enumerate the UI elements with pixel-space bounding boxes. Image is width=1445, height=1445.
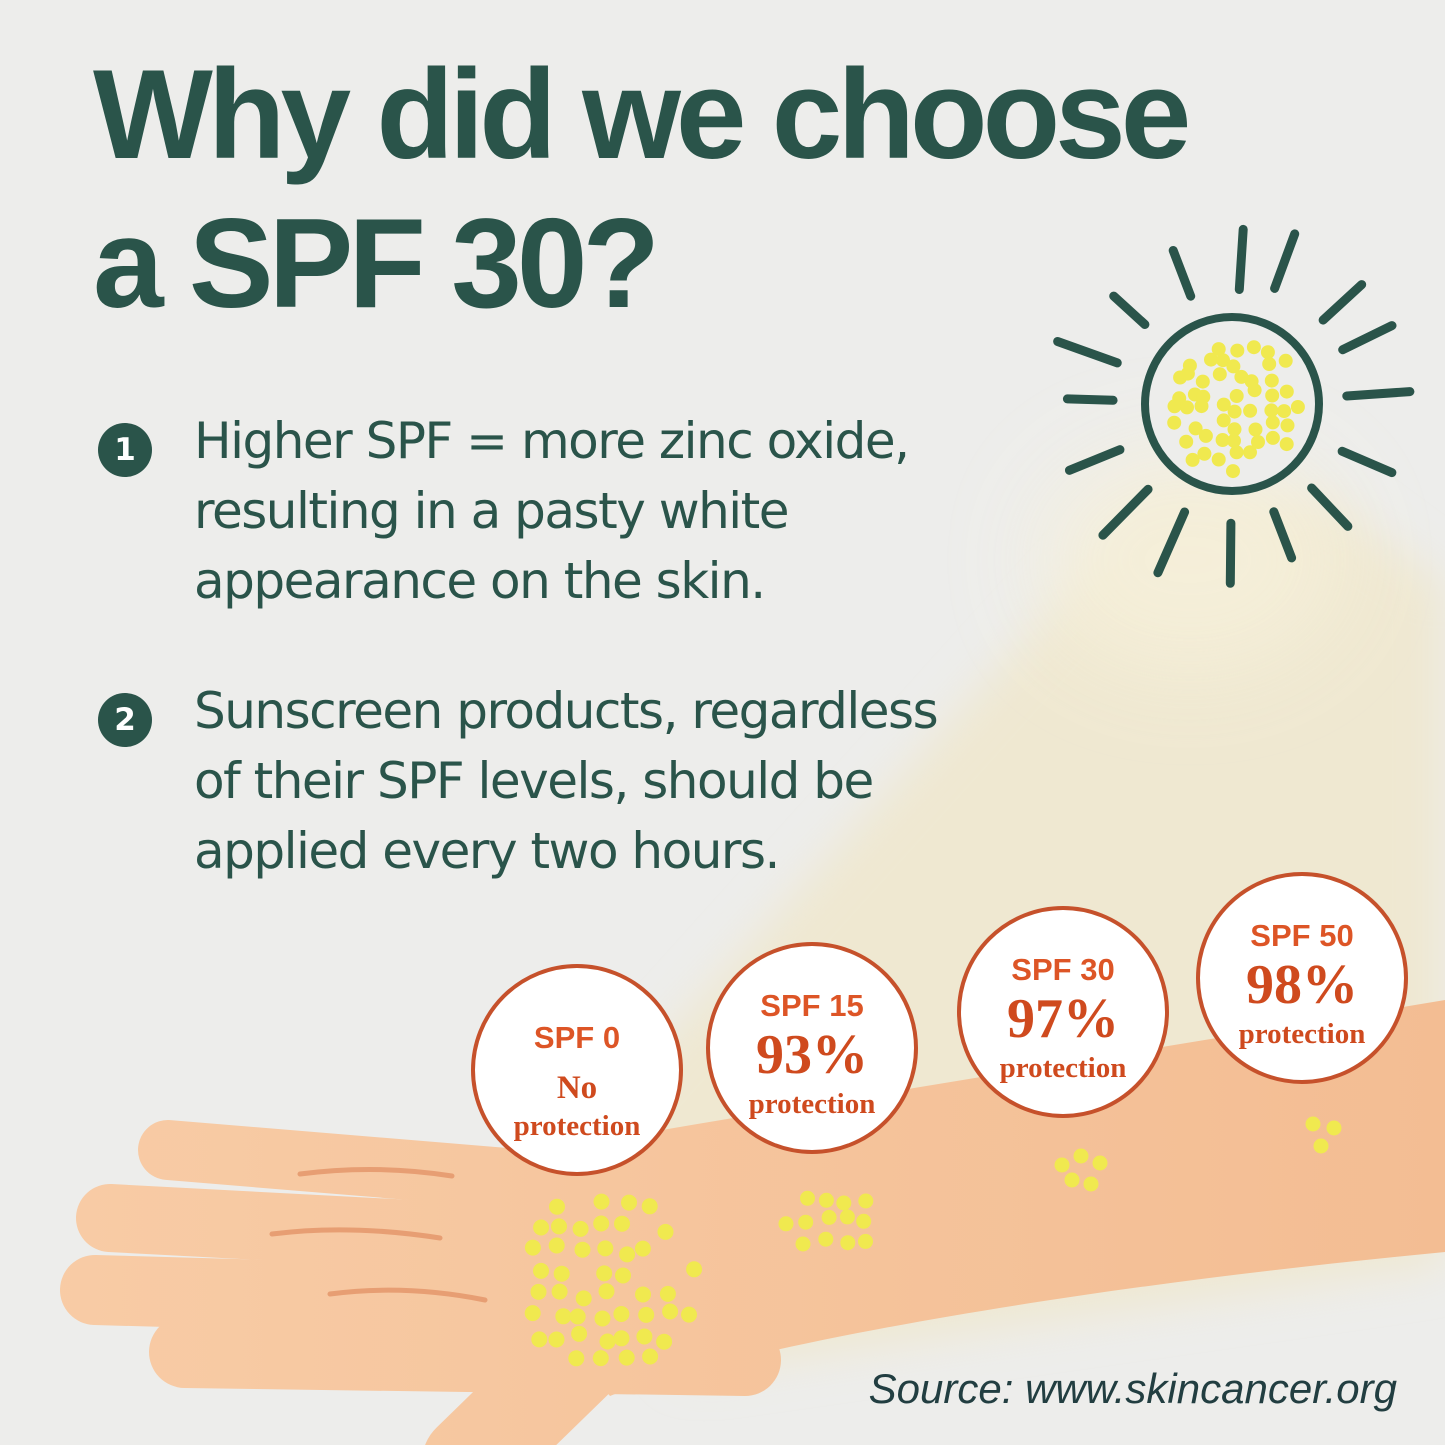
source-text: Source: www.skincancer.org — [868, 1365, 1397, 1412]
spf-0-label: SPF 0 — [533, 1020, 621, 1055]
spf-circle-50: SPF 50 98% protection — [1196, 872, 1408, 1084]
spf-0-caption: protection — [513, 1110, 641, 1142]
spf-circle-30: SPF 30 97% protection — [957, 906, 1169, 1118]
spf-50-label: SPF 50 — [1250, 918, 1354, 953]
spf-circle-0: SPF 0 No protection — [471, 964, 683, 1176]
spf-0-value: No — [556, 1070, 598, 1106]
spf-50-caption: protection — [1238, 1018, 1366, 1050]
spf-15-caption: protection — [748, 1088, 876, 1120]
page-title: Why did we choose a SPF 30? — [93, 40, 1191, 337]
spf-circle-15: SPF 15 93% protection — [706, 942, 918, 1154]
point-2-line-2: of their SPF levels, should be — [194, 752, 874, 810]
point-1-line-2: resulting in a pasty white — [194, 482, 790, 540]
sun-zinc-dots — [1167, 340, 1305, 479]
spf-15-value: 93% — [756, 1024, 868, 1086]
point-1-text: Higher SPF = more zinc oxide, resulting … — [194, 406, 910, 616]
point-1: 1 Higher SPF = more zinc oxide, resultin… — [98, 406, 910, 616]
sun-glow — [1040, 450, 1340, 670]
point-1-number-badge: 1 — [98, 423, 152, 477]
point-2-line-1: Sunscreen products, regardless — [194, 682, 939, 740]
finger-creases — [269, 1166, 488, 1303]
zinc-oxide-dots — [524, 1116, 1342, 1367]
thumb — [425, 1302, 633, 1445]
spf-30-value: 97% — [1007, 988, 1119, 1050]
point-2-text: Sunscreen products, regardless of their … — [194, 676, 939, 886]
spf-30-caption: protection — [999, 1052, 1127, 1084]
point-2-number-badge: 2 — [98, 693, 152, 747]
title-line-1: Why did we choose — [93, 43, 1191, 185]
point-1-line-1: Higher SPF = more zinc oxide, — [194, 412, 910, 470]
title-line-2: a SPF 30? — [93, 191, 660, 334]
spf-15-label: SPF 15 — [760, 988, 864, 1023]
point-1-line-3: appearance on the skin. — [194, 552, 766, 610]
sun-icon — [1053, 224, 1415, 588]
finger-4 — [149, 1316, 781, 1396]
sun-rays — [1053, 224, 1415, 588]
finger-3 — [60, 1255, 765, 1343]
spf-50-value: 98% — [1246, 954, 1358, 1016]
spf-30-label: SPF 30 — [1011, 952, 1115, 987]
point-2: 2 Sunscreen products, regardless of thei… — [98, 676, 939, 886]
point-2-line-3: applied every two hours. — [194, 822, 780, 880]
